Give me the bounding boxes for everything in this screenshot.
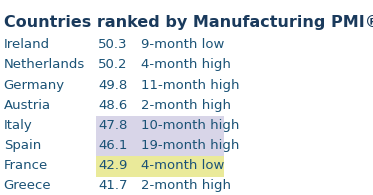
Text: 48.6: 48.6 [98, 99, 128, 112]
Text: 10-month high: 10-month high [141, 119, 239, 132]
Text: Greece: Greece [4, 179, 51, 192]
Text: Netherlands: Netherlands [4, 58, 85, 72]
Text: 11-month high: 11-month high [141, 79, 239, 92]
Text: Spain: Spain [4, 139, 41, 152]
Text: Germany: Germany [4, 79, 65, 92]
Text: 4-month low: 4-month low [141, 159, 225, 172]
FancyBboxPatch shape [96, 116, 224, 136]
Text: 50.3: 50.3 [98, 38, 128, 51]
Text: Countries ranked by Manufacturing PMI® (Jan.): Countries ranked by Manufacturing PMI® (… [4, 15, 373, 30]
FancyBboxPatch shape [96, 156, 224, 176]
Text: France: France [4, 159, 48, 172]
Text: 42.9: 42.9 [98, 159, 128, 172]
Text: Italy: Italy [4, 119, 32, 132]
Text: 41.7: 41.7 [98, 179, 128, 192]
Text: 2-month high: 2-month high [141, 99, 231, 112]
FancyBboxPatch shape [96, 136, 224, 156]
Text: Ireland: Ireland [4, 38, 50, 51]
Text: 19-month high: 19-month high [141, 139, 239, 152]
Text: 49.8: 49.8 [98, 79, 128, 92]
Text: 47.8: 47.8 [98, 119, 128, 132]
Text: 50.2: 50.2 [98, 58, 128, 72]
Text: 46.1: 46.1 [98, 139, 128, 152]
Text: 9-month low: 9-month low [141, 38, 225, 51]
Text: 4-month high: 4-month high [141, 58, 231, 72]
Text: Austria: Austria [4, 99, 51, 112]
Text: 2-month high: 2-month high [141, 179, 231, 192]
